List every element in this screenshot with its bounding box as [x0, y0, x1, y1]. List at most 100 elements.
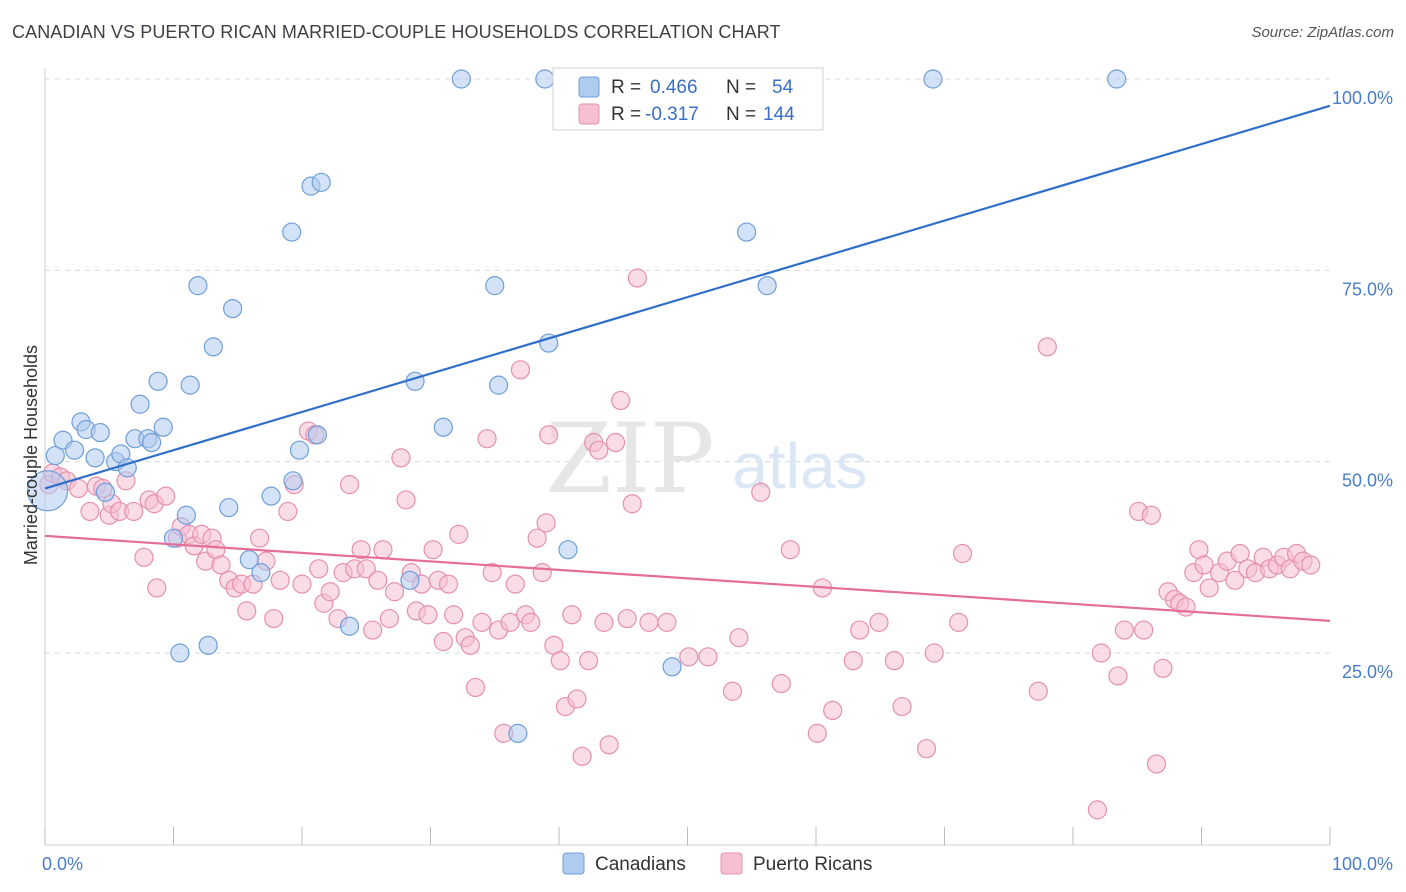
legend-r-value-puerto-ricans: -0.317: [645, 104, 699, 125]
data-point-puerto-ricans: [433, 631, 453, 652]
data-point-puerto-ricans: [505, 574, 525, 594]
data-point-puerto-ricans: [460, 635, 480, 655]
data-point-puerto-ricans: [1199, 578, 1219, 598]
data-point-puerto-ricans: [627, 268, 647, 288]
y-tick-labels: 25.0% 50.0% 75.0% 100.0%: [1332, 88, 1393, 682]
data-point-puerto-ricans: [351, 540, 371, 560]
data-point-puerto-ricans: [249, 528, 270, 548]
data-point-puerto-ricans: [156, 486, 176, 506]
data-point-puerto-ricans: [363, 620, 383, 640]
data-point-puerto-ricans: [850, 620, 870, 640]
data-point-canadians: [311, 172, 331, 192]
data-point-puerto-ricans: [1301, 555, 1321, 575]
data-point-puerto-ricans: [698, 647, 718, 667]
data-point-canadians: [170, 643, 190, 663]
data-point-canadians: [180, 375, 200, 395]
data-point-puerto-ricans: [80, 501, 100, 522]
data-point-canadians: [130, 394, 150, 414]
data-point-puerto-ricans: [396, 490, 416, 510]
data-point-canadians: [219, 497, 239, 518]
data-point-puerto-ricans: [823, 700, 843, 721]
data-point-canadians: [433, 417, 453, 437]
data-point-puerto-ricans: [869, 612, 889, 632]
data-point-puerto-ricans: [771, 674, 791, 694]
data-point-puerto-ricans: [134, 547, 154, 567]
data-point-puerto-ricans: [1037, 337, 1057, 357]
data-point-puerto-ricans: [892, 696, 912, 717]
data-point-puerto-ricans: [807, 723, 827, 743]
data-point-puerto-ricans: [562, 605, 582, 625]
data-point-puerto-ricans: [729, 628, 749, 648]
data-point-puerto-ricans: [477, 429, 497, 449]
data-point-canadians: [339, 616, 360, 636]
data-point-canadians: [489, 375, 509, 395]
data-point-puerto-ricans: [482, 563, 502, 583]
watermark: ZIP atlas: [545, 403, 867, 515]
data-point-puerto-ricans: [578, 651, 599, 671]
data-point-canadians: [307, 425, 328, 445]
x-tick-label: 0.0%: [42, 854, 83, 874]
data-point-puerto-ricans: [536, 513, 556, 533]
data-point-canadians: [451, 69, 471, 89]
data-point-canadians: [539, 333, 559, 353]
data-point-puerto-ricans: [68, 478, 89, 499]
data-point-puerto-ricans: [521, 612, 541, 632]
data-point-canadians: [188, 276, 208, 296]
data-point-puerto-ricans: [539, 425, 559, 445]
data-point-puerto-ricans: [1091, 643, 1111, 663]
data-point-puerto-ricans: [532, 563, 552, 583]
data-point-puerto-ricans: [418, 605, 438, 625]
series-puerto-ricans: [39, 268, 1321, 820]
data-point-canadians: [163, 528, 184, 548]
y-tick-label: 25.0%: [1342, 662, 1393, 682]
y-tick-label: 75.0%: [1342, 279, 1393, 299]
data-point-canadians: [153, 417, 173, 437]
data-point-puerto-ricans: [500, 612, 520, 632]
data-point-puerto-ricans: [599, 735, 619, 755]
data-point-canadians: [558, 540, 578, 560]
data-point-canadians: [251, 563, 271, 583]
data-point-canadians: [283, 471, 303, 491]
data-point-canadians: [223, 299, 243, 319]
data-point-canadians: [198, 635, 218, 655]
data-point-puerto-ricans: [722, 681, 743, 701]
chart-source: Source: ZipAtlas.com: [1251, 24, 1394, 41]
trend-lines: [44, 104, 1331, 622]
data-point-puerto-ricans: [572, 746, 592, 766]
data-point-canadians: [45, 445, 65, 466]
data-point-puerto-ricans: [594, 612, 614, 632]
data-point-puerto-ricans: [622, 494, 642, 514]
x-tick-label: 100.0%: [1332, 854, 1393, 874]
data-point-canadians: [289, 440, 310, 460]
data-point-puerto-ricans: [589, 440, 609, 460]
x-tick-labels: 0.0% 100.0%: [42, 854, 1393, 874]
data-point-puerto-ricans: [373, 540, 393, 560]
data-point-puerto-ricans: [1230, 543, 1250, 564]
data-point-puerto-ricans: [510, 360, 531, 380]
data-point-puerto-ricans: [368, 570, 388, 590]
data-point-canadians: [400, 570, 420, 590]
bottom-legend-swatch-canadians: [562, 852, 585, 875]
data-point-puerto-ricans: [264, 608, 284, 629]
data-point-puerto-ricans: [1141, 505, 1161, 525]
data-point-puerto-ricans: [550, 651, 570, 671]
data-point-canadians: [923, 69, 943, 89]
data-point-canadians: [535, 69, 555, 89]
legend-r-value-canadians: 0.466: [650, 77, 698, 98]
data-point-puerto-ricans: [657, 612, 677, 632]
data-point-canadians: [239, 550, 259, 570]
data-point-puerto-ricans: [379, 608, 399, 629]
data-point-puerto-ricans: [567, 689, 587, 709]
data-point-canadians: [1107, 69, 1127, 89]
correlation-legend: R = 0.466 N = 54 R = -0.317 N = 144: [552, 67, 824, 131]
data-point-puerto-ricans: [444, 605, 464, 625]
bottom-legend-label-canadians: Canadians: [595, 854, 686, 875]
data-point-puerto-ricans: [211, 555, 231, 575]
data-point-canadians: [737, 222, 757, 242]
data-point-canadians: [203, 337, 223, 357]
data-point-canadians: [176, 505, 196, 525]
data-point-puerto-ricans: [320, 582, 340, 602]
data-point-canadians: [282, 222, 302, 242]
data-point-puerto-ricans: [1153, 658, 1173, 678]
data-point-puerto-ricans: [309, 559, 329, 579]
